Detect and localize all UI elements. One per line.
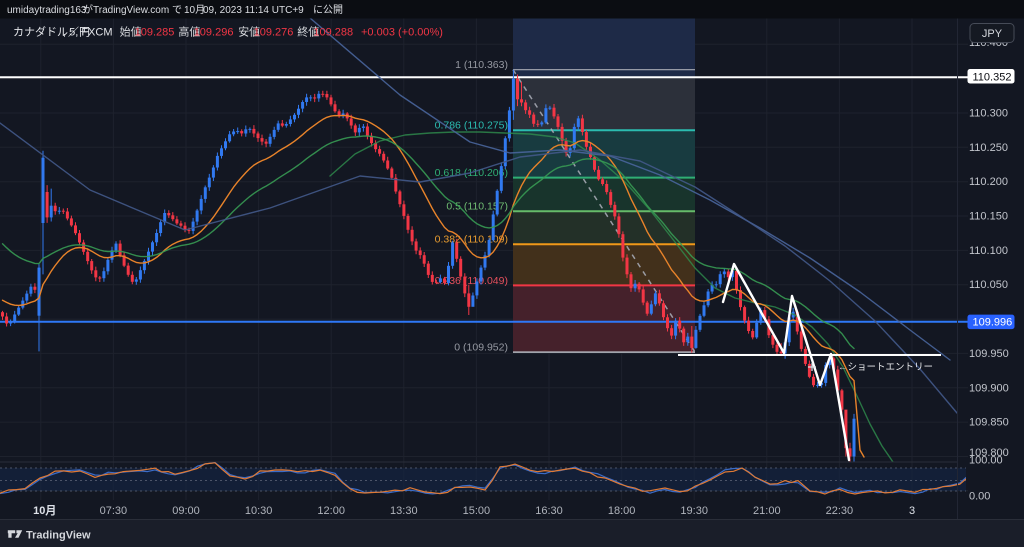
svg-text:109.996: 109.996	[973, 317, 1013, 329]
svg-text:安値: 安値	[238, 25, 260, 39]
svg-text:終値: 終値	[297, 25, 319, 39]
svg-text:TradingView.com: TradingView.com	[93, 5, 169, 16]
svg-text:110.300: 110.300	[969, 108, 1008, 120]
svg-text:0.00: 0.00	[969, 491, 990, 503]
svg-text:109.900: 109.900	[969, 382, 1009, 394]
svg-text:16:30: 16:30	[535, 505, 563, 517]
svg-text:100.00: 100.00	[969, 455, 1003, 467]
svg-text:カナダドル／円: カナダドル／円	[13, 25, 90, 39]
svg-text:←ショートエントリー: ←ショートエントリー	[838, 362, 933, 373]
svg-text:で: で	[172, 5, 182, 16]
svg-text:109.850: 109.850	[969, 417, 1009, 429]
svg-text:07:30: 07:30	[100, 505, 128, 517]
svg-text:, 5, FXCM: , 5, FXCM	[63, 27, 113, 39]
svg-text:110.200: 110.200	[969, 176, 1008, 188]
svg-text:109.800: 109.800	[969, 447, 1009, 459]
svg-text:始値: 始値	[120, 25, 142, 39]
svg-text:110.352: 110.352	[973, 71, 1012, 83]
svg-text:に公開: に公開	[313, 4, 343, 16]
svg-text:15:00: 15:00	[463, 505, 491, 517]
svg-text:13:30: 13:30	[390, 505, 418, 517]
svg-text:110.150: 110.150	[969, 211, 1008, 223]
svg-text:22:30: 22:30	[826, 505, 854, 517]
svg-text:110.050: 110.050	[969, 279, 1008, 291]
svg-text:TradingView: TradingView	[26, 530, 91, 542]
svg-text:10月: 10月	[33, 504, 56, 517]
svg-text:1 (110.363): 1 (110.363)	[455, 59, 508, 71]
svg-text:109.296: 109.296	[194, 27, 234, 39]
svg-text:09:00: 09:00	[172, 505, 200, 517]
svg-text:109.288: 109.288	[313, 27, 353, 39]
svg-text:09, 2023 11:14 UTC+9: 09, 2023 11:14 UTC+9	[203, 5, 304, 16]
svg-text:110.250: 110.250	[969, 142, 1008, 154]
svg-text:19:30: 19:30	[680, 505, 708, 517]
svg-text:0.236 (110.049): 0.236 (110.049)	[435, 275, 508, 287]
svg-text:3: 3	[909, 505, 915, 517]
svg-text:高値: 高値	[178, 25, 200, 39]
svg-text:12:00: 12:00	[317, 505, 345, 517]
svg-text:0.382 (110.109): 0.382 (110.109)	[435, 234, 508, 246]
svg-text:+0.003 (+0.00%): +0.003 (+0.00%)	[361, 27, 443, 39]
svg-text:が: が	[83, 3, 93, 16]
svg-text:JPY: JPY	[982, 28, 1003, 40]
svg-text:10月: 10月	[184, 4, 205, 16]
svg-text:0 (109.952): 0 (109.952)	[454, 342, 508, 354]
svg-text:10:30: 10:30	[245, 505, 273, 517]
svg-text:110.100: 110.100	[969, 245, 1008, 257]
svg-text:21:00: 21:00	[753, 505, 781, 517]
svg-text:109.276: 109.276	[254, 27, 294, 39]
svg-text:109.285: 109.285	[135, 27, 175, 39]
svg-text:0.5 (110.157): 0.5 (110.157)	[446, 201, 508, 213]
svg-text:umidaytrading163: umidaytrading163	[7, 5, 87, 16]
svg-text:18:00: 18:00	[608, 505, 636, 517]
svg-text:109.950: 109.950	[969, 348, 1009, 360]
svg-text:0.786 (110.275): 0.786 (110.275)	[435, 120, 508, 132]
